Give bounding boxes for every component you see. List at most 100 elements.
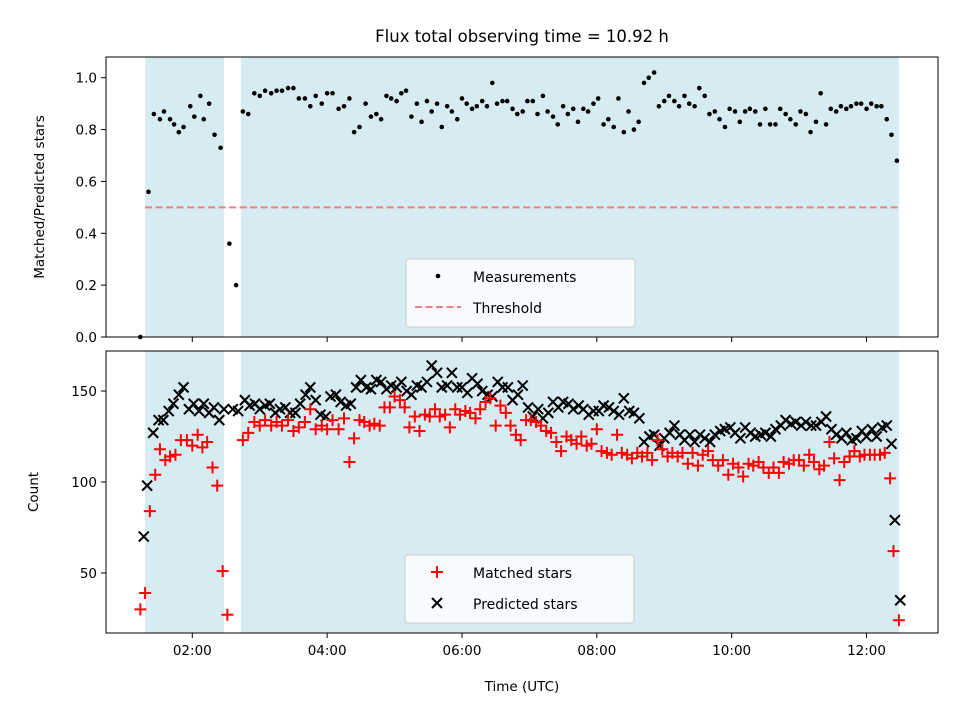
- measurement-point: [336, 106, 341, 112]
- bottom-legend-box: [404, 554, 635, 624]
- measurement-point: [712, 109, 718, 114]
- top-y-axis-label: Matched/Predicted stars: [32, 115, 48, 278]
- measurement-point: [854, 101, 859, 106]
- predicted-stars-point: [779, 414, 792, 426]
- matched-stars-point: [595, 445, 608, 458]
- measurement-point: [631, 127, 637, 132]
- predicted-stars-point: [147, 427, 159, 439]
- predicted-stars-point: [850, 432, 863, 445]
- y-tick-label: 0.6: [76, 174, 97, 190]
- matched-stars-point: [544, 426, 557, 439]
- matched-stars-point: [575, 430, 588, 443]
- matched-stars-point: [253, 419, 266, 432]
- matched-stars-point: [443, 421, 456, 434]
- measurement-point: [262, 88, 268, 94]
- predicted-stars-point: [709, 428, 721, 441]
- measurement-point: [545, 109, 550, 114]
- measurement-point: [686, 101, 692, 106]
- predicted-stars-point: [759, 427, 772, 439]
- measurement-point: [157, 116, 163, 122]
- predicted-stars-point: [355, 374, 367, 386]
- measurement-point: [606, 116, 611, 122]
- matched-stars-point: [691, 459, 704, 472]
- bottom-legend: Matched stars Predicted stars: [404, 554, 635, 624]
- measurement-point: [227, 241, 232, 246]
- measurement-point: [384, 93, 389, 99]
- y-tick-label: 50: [80, 566, 97, 582]
- bottom-y-ticks: 50 100 150: [71, 384, 106, 582]
- predicted-stars-point: [177, 381, 190, 394]
- measurement-point: [374, 111, 379, 117]
- predicted-stars-point: [157, 414, 170, 426]
- matched-stars-point: [403, 421, 416, 434]
- measurement-point: [611, 124, 616, 130]
- measurement-point: [621, 129, 627, 135]
- top-legend: Measurements Threshold: [405, 258, 636, 328]
- matched-stars-point: [326, 414, 339, 427]
- predicted-stars-point: [668, 419, 681, 432]
- predicted-stars-point: [522, 401, 534, 414]
- matched-stars-point: [590, 423, 603, 436]
- measurement-point: [500, 98, 505, 104]
- predicted-stars-point: [299, 388, 312, 401]
- measurement-point: [692, 103, 697, 109]
- matched-stars-point: [732, 461, 745, 474]
- measurement-point: [368, 114, 374, 119]
- predicted-stars-point: [425, 359, 438, 372]
- measurement-point: [555, 122, 561, 127]
- predicted-stars-point: [213, 414, 225, 426]
- measurement-point: [661, 98, 667, 104]
- predicted-stars-point: [334, 396, 347, 408]
- matched-stars-point: [681, 457, 694, 470]
- matched-stars-point: [191, 428, 204, 441]
- matched-stars-point: [884, 472, 897, 485]
- matched-stars-point: [221, 608, 234, 621]
- matched-stars-point: [439, 408, 452, 421]
- matched-stars-point: [611, 428, 624, 441]
- matched-stars-point: [143, 505, 156, 518]
- measurement-point: [419, 119, 424, 125]
- measurement-point: [307, 103, 313, 109]
- measurement-point: [727, 106, 732, 112]
- matched-stars-point: [722, 468, 735, 481]
- predicted-stars-point: [881, 419, 893, 432]
- measurement-point: [240, 109, 246, 114]
- matched-stars-point: [206, 461, 219, 474]
- measurement-point: [201, 116, 207, 122]
- chart-title: Flux total observing time = 10.92 h: [375, 27, 669, 46]
- predicted-stars-point: [254, 403, 266, 415]
- matched-stars-point: [236, 434, 249, 447]
- matched-stars-point: [164, 450, 177, 463]
- measurement-point: [773, 122, 778, 127]
- x-tick-label: 12:00: [847, 643, 886, 659]
- measurement-point: [347, 96, 352, 101]
- measurement-point: [388, 96, 394, 101]
- matched-stars-point: [686, 446, 699, 459]
- matched-stars-point: [651, 434, 664, 447]
- measurement-point: [167, 116, 173, 122]
- measurement-point: [439, 124, 445, 130]
- measurement-point: [879, 103, 884, 109]
- predicted-stars-points: [138, 359, 906, 606]
- matched-stars-point: [338, 412, 351, 425]
- measurement-point: [399, 90, 404, 96]
- predicted-stars-point: [684, 428, 696, 441]
- measurement-point: [313, 93, 318, 99]
- ratio-panel: 0.0 0.2 0.4 0.6 0.8 1.0 Flux total observing …: [32, 27, 939, 346]
- legend-measurements-marker: [435, 273, 441, 279]
- predicted-stars-point: [607, 405, 620, 417]
- measurement-point: [274, 88, 279, 94]
- matched-stars-point: [321, 423, 334, 436]
- x-tick-label: 04:00: [308, 643, 347, 659]
- matched-stars-point: [169, 448, 182, 461]
- predicted-stars-point: [860, 430, 873, 443]
- predicted-stars-point: [663, 427, 676, 439]
- measurement-point: [490, 80, 495, 86]
- predicted-stars-point: [141, 479, 153, 492]
- matched-stars-point: [767, 461, 780, 474]
- matched-stars-point: [275, 419, 288, 432]
- predicted-stars-point: [870, 430, 883, 443]
- predicted-stars-point: [532, 403, 544, 415]
- measurement-point: [868, 101, 874, 106]
- predicted-stars-point: [567, 403, 579, 415]
